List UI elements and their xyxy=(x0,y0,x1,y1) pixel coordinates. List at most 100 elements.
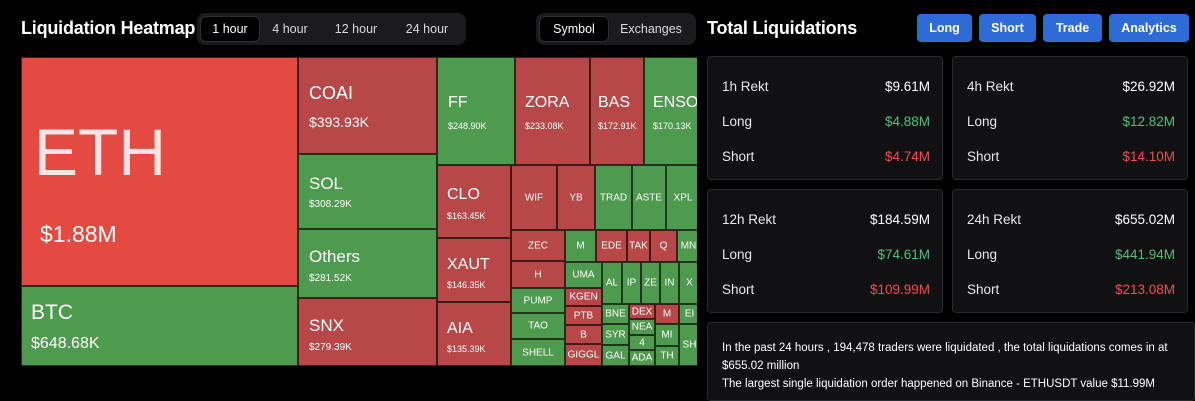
tile-small[interactable]: SH xyxy=(679,324,697,366)
tile-small[interactable]: M xyxy=(655,304,679,324)
heatmap-title: Liquidation Heatmap xyxy=(21,18,196,38)
tile-small[interactable]: GAL xyxy=(602,345,629,366)
tile-small[interactable]: X xyxy=(679,262,697,304)
tile-enso[interactable]: ENSO $170.13K xyxy=(644,57,697,165)
tile-btc[interactable]: BTC $648.68K xyxy=(21,286,298,366)
tile-ff[interactable]: FF $248.90K xyxy=(437,57,515,165)
card-total: $26.92M xyxy=(1122,79,1175,94)
tab-exchanges[interactable]: Exchanges xyxy=(620,22,682,36)
short-button[interactable]: Short xyxy=(979,14,1036,42)
tile-symbol: KGEN xyxy=(569,291,598,303)
short-label: Short xyxy=(967,282,1000,297)
tile-small[interactable]: ADA xyxy=(629,350,655,366)
long-label: Long xyxy=(722,114,753,129)
tile-small[interactable]: Q xyxy=(650,230,677,262)
tile-symbol: GAL xyxy=(605,350,626,361)
tile-small[interactable]: H xyxy=(511,261,565,288)
tile-coai[interactable]: COAI $393.93K xyxy=(298,57,437,154)
tile-small[interactable]: 4 xyxy=(629,335,655,350)
tile-small[interactable]: IN xyxy=(660,262,679,304)
tile-small[interactable]: EDE xyxy=(596,230,627,262)
tile-symbol: B xyxy=(580,329,587,340)
tile-symbol: X xyxy=(686,277,693,289)
tile-symbol: XAUT xyxy=(447,256,490,273)
short-label: Short xyxy=(722,282,755,297)
tile-small[interactable]: YB xyxy=(557,165,595,230)
tile-zora[interactable]: ZORA $233.08K xyxy=(515,57,590,165)
tile-small[interactable]: WIF xyxy=(511,165,557,230)
liquidation-treemap: ETH $1.88M BTC $648.68K COAI $393.93K SO… xyxy=(21,57,697,366)
tile-symbol: WIF xyxy=(524,192,544,203)
tile-sol[interactable]: SOL $308.29K xyxy=(298,154,437,229)
tile-symbol: DEX xyxy=(631,306,653,317)
tile-small[interactable]: MN xyxy=(677,230,697,262)
tile-small[interactable]: M xyxy=(565,230,596,262)
tile-symbol: MI xyxy=(661,329,673,341)
tile-small[interactable]: NEA xyxy=(629,319,655,335)
tile-bas[interactable]: BAS $172.91K xyxy=(590,57,644,165)
tile-others[interactable]: Others $281.52K xyxy=(298,229,437,298)
tile-symbol: AL xyxy=(605,277,619,289)
tile-small[interactable]: ZEC xyxy=(511,230,565,261)
tile-small[interactable]: ZE xyxy=(641,262,660,304)
tile-small[interactable]: ASTE xyxy=(632,165,666,230)
tile-small[interactable]: TRAD xyxy=(595,165,632,230)
tile-symbol: ETH xyxy=(34,115,166,189)
tile-snx[interactable]: SNX $279.39K xyxy=(298,298,437,366)
tile-small[interactable]: SYR xyxy=(602,324,629,345)
tile-small[interactable]: B xyxy=(565,325,602,344)
tab-symbol[interactable]: Symbol xyxy=(539,16,609,42)
tile-symbol: FF xyxy=(448,94,468,111)
tile-small[interactable]: AL xyxy=(602,262,622,304)
tile-small[interactable]: KGEN xyxy=(565,288,602,306)
tab-24-hour[interactable]: 24 hour xyxy=(405,22,449,36)
card-total: $9.61M xyxy=(884,79,930,94)
card-total: $655.02M xyxy=(1114,212,1175,227)
tile-aia[interactable]: AIA $135.39K xyxy=(437,302,511,366)
long-button[interactable]: Long xyxy=(917,14,972,42)
long-label: Long xyxy=(967,247,998,262)
tile-symbol: ZORA xyxy=(525,94,570,111)
analytics-button[interactable]: Analytics xyxy=(1109,14,1189,42)
tab-4-hour[interactable]: 4 hour xyxy=(272,22,308,36)
short-value: $14.10M xyxy=(1122,149,1175,164)
tile-small[interactable]: EI xyxy=(679,304,697,324)
tile-eth[interactable]: ETH $1.88M xyxy=(21,57,298,286)
liquidation-summary: In the past 24 hours , 194,478 traders w… xyxy=(707,322,1195,401)
tile-symbol: SYR xyxy=(605,329,626,340)
tile-value: $248.90K xyxy=(448,121,487,131)
tile-small[interactable]: TAK xyxy=(627,230,650,262)
tile-symbol: UMA xyxy=(572,269,595,281)
tile-small[interactable]: IP xyxy=(622,262,641,304)
tile-value: $393.93K xyxy=(309,114,369,130)
short-value: $109.99M xyxy=(869,282,930,297)
short-value: $213.08M xyxy=(1114,282,1175,297)
view-tabs: Symbol Exchanges xyxy=(536,13,696,45)
tile-value: $281.52K xyxy=(309,273,352,284)
tile-value: $146.35K xyxy=(447,280,486,290)
tile-small[interactable]: TAO xyxy=(511,313,565,339)
tile-symbol: M xyxy=(576,240,585,252)
tile-small[interactable]: MI xyxy=(655,324,679,346)
tile-small[interactable]: UMA xyxy=(565,262,602,288)
time-range-tabs: 1 hour 4 hour 12 hour 24 hour xyxy=(197,13,466,45)
tile-small[interactable]: PTB xyxy=(565,306,602,325)
tile-small[interactable]: PUMP xyxy=(511,288,565,313)
long-value: $12.82M xyxy=(1122,114,1175,129)
tile-symbol: IN xyxy=(664,277,675,289)
tile-small[interactable]: SHELL xyxy=(511,339,565,366)
tile-small[interactable]: GIGGL xyxy=(565,344,602,366)
long-value: $74.61M xyxy=(877,247,930,262)
tile-clo[interactable]: CLO $163.45K xyxy=(437,165,511,238)
tile-xaut[interactable]: XAUT $146.35K xyxy=(437,238,511,302)
tile-small[interactable]: TH xyxy=(655,346,679,366)
tile-symbol: M xyxy=(662,308,672,320)
tile-small[interactable]: XPL xyxy=(666,165,697,230)
card-24h-rekt: 24h Rekt $655.02M Long $441.94M Short $213.… xyxy=(952,189,1188,313)
tab-12-hour[interactable]: 12 hour xyxy=(334,22,378,36)
trade-button[interactable]: Trade xyxy=(1043,14,1102,42)
tile-small[interactable]: DEX xyxy=(629,304,655,319)
card-total: $184.59M xyxy=(869,212,930,227)
tab-1-hour[interactable]: 1 hour xyxy=(200,16,260,42)
tile-small[interactable]: BNE xyxy=(602,304,629,324)
